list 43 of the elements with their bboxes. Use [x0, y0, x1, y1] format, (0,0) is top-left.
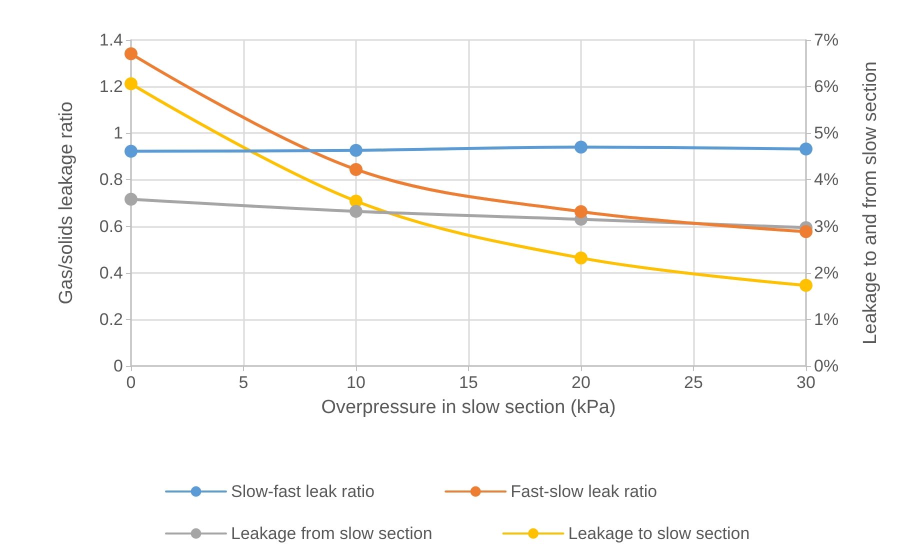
y-tick-label: 0.8 — [99, 170, 123, 190]
x-tick-label: 15 — [459, 373, 478, 392]
point — [800, 278, 812, 292]
y2-tick-label: 4% — [814, 170, 839, 190]
point — [574, 205, 588, 218]
y-tick-label: 1 — [114, 124, 123, 143]
y-tick-label: 0.4 — [99, 263, 123, 282]
x-tick-label: 10 — [346, 373, 366, 392]
y2-tick-label: 7% — [814, 30, 839, 50]
point — [574, 140, 588, 154]
y2-tick-label: 1% — [814, 310, 839, 329]
x-axis-title: Overpressure in slow section (kPa) — [321, 397, 616, 418]
y2-tick-label: 5% — [814, 124, 839, 143]
legend-label: Slow-fast leak ratio — [231, 482, 375, 501]
y2-tick-label: 0% — [814, 356, 839, 376]
legend-label: Leakage to slow section — [568, 524, 750, 543]
y-tick-label: 0.2 — [99, 310, 123, 329]
point — [124, 77, 138, 90]
point — [800, 142, 812, 156]
y-tick-label: 1.2 — [99, 77, 123, 96]
point — [124, 144, 138, 158]
y-axis-title: Gas/solids leakage ratio — [56, 102, 77, 304]
point — [350, 144, 362, 157]
point — [124, 47, 138, 60]
y-tick-label: 0.6 — [99, 216, 123, 236]
point — [574, 251, 588, 264]
y-tick-label: 0 — [114, 356, 123, 376]
legend-label: Leakage from slow section — [231, 524, 432, 543]
point — [124, 192, 138, 206]
y-tick-label: 1.4 — [99, 30, 123, 50]
point — [350, 204, 362, 218]
point — [800, 225, 812, 238]
y2-axis-title: Leakage to and from slow section — [860, 61, 881, 345]
legend-label: Fast-slow leak ratio — [510, 482, 658, 501]
x-tick-label: 30 — [796, 373, 816, 392]
point — [350, 162, 362, 176]
y2-tick-label: 6% — [814, 77, 839, 96]
x-tick-label: 20 — [572, 373, 590, 392]
x-tick-label: 25 — [684, 373, 703, 392]
x-tick-label: 5 — [238, 373, 248, 392]
x-tick-label: 0 — [126, 373, 136, 392]
y2-tick-label: 2% — [814, 263, 839, 282]
y2-tick-label: 3% — [814, 216, 839, 236]
